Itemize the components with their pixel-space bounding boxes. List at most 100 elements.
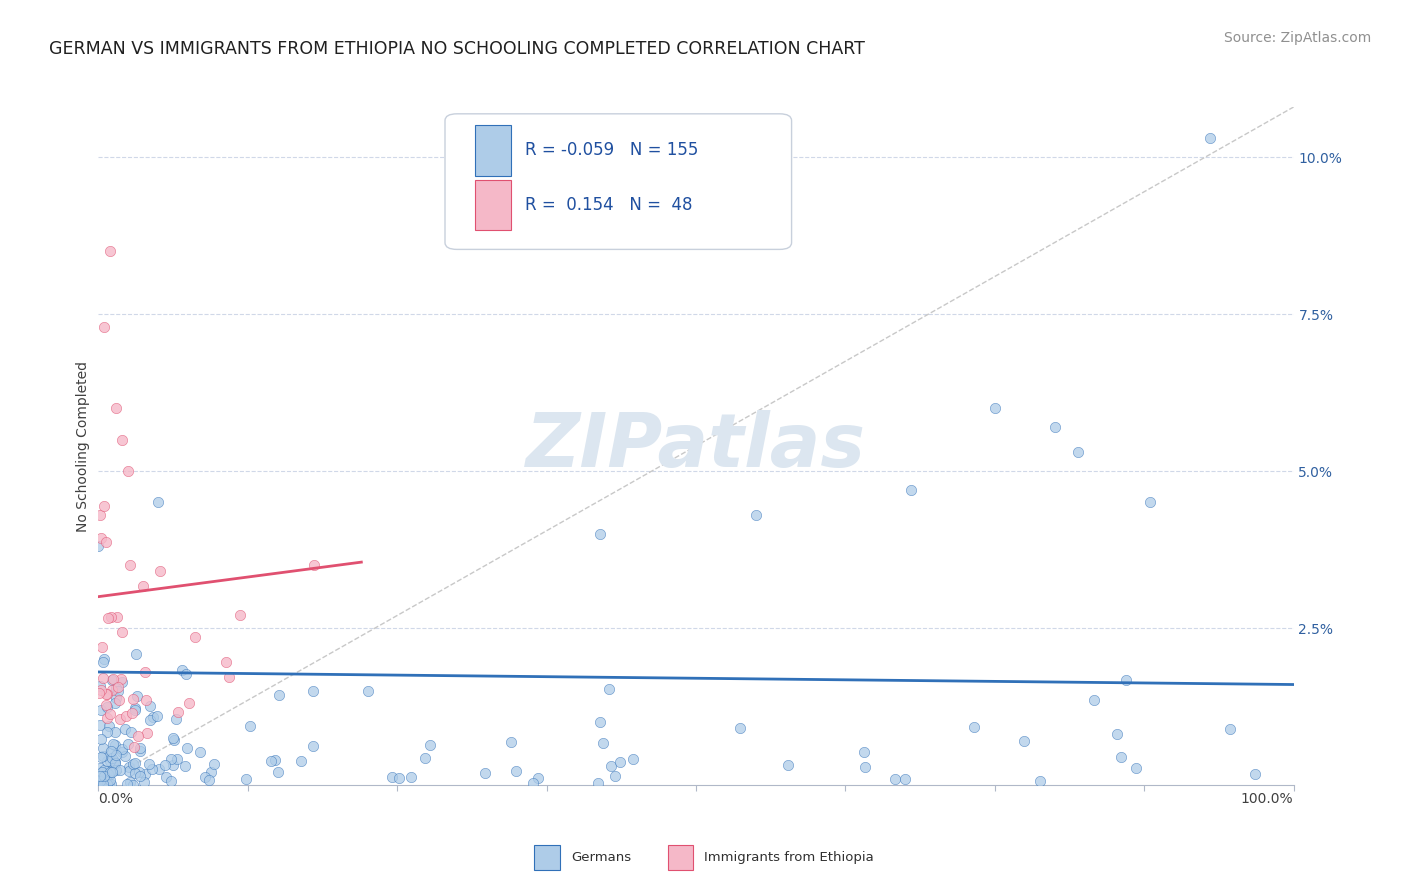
Point	[89, 769, 111, 783]
Point	[91, 749, 114, 764]
Point	[592, 736, 614, 750]
Text: R = -0.059   N = 155: R = -0.059 N = 155	[524, 141, 699, 159]
Point	[90, 750, 112, 764]
Point	[89, 773, 111, 788]
Point	[110, 672, 132, 686]
Point	[98, 764, 121, 779]
Point	[474, 765, 496, 780]
Point	[357, 683, 380, 698]
Point	[104, 756, 127, 771]
Point	[93, 656, 115, 670]
Point	[188, 745, 211, 759]
Point	[381, 770, 404, 784]
Point	[128, 764, 150, 779]
Point	[264, 753, 287, 767]
Point	[162, 733, 184, 747]
Point	[984, 401, 1007, 416]
Point	[134, 665, 156, 679]
Point	[148, 495, 170, 509]
Point	[100, 609, 122, 624]
Point	[963, 720, 986, 734]
Point	[527, 771, 550, 785]
Point	[90, 683, 112, 698]
Point	[202, 757, 225, 772]
Point	[136, 725, 159, 739]
Text: Immigrants from Ethiopia: Immigrants from Ethiopia	[704, 851, 875, 863]
Bar	[475, 179, 510, 230]
Point	[90, 765, 112, 780]
Point	[114, 749, 136, 764]
Point	[105, 764, 128, 778]
Point	[97, 611, 120, 625]
Point	[98, 773, 121, 788]
Point	[302, 739, 325, 753]
Point	[101, 751, 124, 765]
FancyBboxPatch shape	[446, 114, 792, 250]
Point	[108, 763, 131, 777]
Point	[290, 754, 312, 768]
Point	[132, 775, 155, 789]
Point	[121, 757, 143, 772]
Point	[159, 752, 181, 766]
Point	[1244, 766, 1267, 780]
Point	[139, 713, 162, 727]
Point	[142, 710, 165, 724]
Point	[114, 709, 136, 723]
Point	[149, 564, 172, 578]
Point	[172, 664, 194, 678]
Point	[1199, 131, 1222, 145]
Point	[104, 681, 127, 695]
Point	[176, 666, 198, 681]
Point	[153, 758, 176, 772]
Point	[302, 558, 325, 573]
Point	[505, 764, 527, 778]
Text: Source: ZipAtlas.com: Source: ZipAtlas.com	[1223, 31, 1371, 45]
Point	[117, 464, 139, 478]
Point	[413, 751, 436, 765]
Point	[94, 686, 117, 700]
Point	[105, 747, 128, 762]
Point	[96, 724, 118, 739]
Point	[124, 701, 146, 715]
Point	[104, 738, 127, 752]
Text: R =  0.154   N =  48: R = 0.154 N = 48	[524, 196, 693, 214]
Point	[745, 508, 768, 522]
Point	[97, 767, 120, 781]
Point	[155, 770, 177, 784]
Point	[894, 772, 917, 786]
Point	[166, 752, 188, 766]
Point	[121, 778, 143, 792]
Point	[134, 767, 156, 781]
Text: 0.0%: 0.0%	[98, 792, 134, 805]
Point	[98, 719, 121, 733]
Point	[1083, 693, 1105, 707]
Point	[122, 740, 145, 755]
Point	[120, 558, 142, 572]
Point	[108, 693, 131, 707]
Point	[776, 757, 799, 772]
Point	[239, 718, 262, 732]
Point	[853, 760, 876, 774]
Point	[111, 625, 134, 640]
Point	[93, 763, 115, 777]
Point	[96, 534, 118, 549]
Point	[148, 762, 170, 776]
Bar	[475, 125, 510, 176]
Point	[101, 737, 124, 751]
Point	[586, 776, 609, 790]
Point	[93, 652, 115, 666]
Point	[138, 757, 160, 772]
Point	[96, 777, 118, 791]
Point	[89, 774, 111, 789]
Point	[107, 683, 129, 698]
Point	[104, 755, 127, 769]
Point	[91, 671, 114, 685]
Point	[884, 772, 907, 786]
Point	[104, 696, 127, 710]
Point	[93, 769, 115, 783]
Point	[97, 768, 120, 782]
Point	[108, 712, 131, 726]
Point	[179, 696, 201, 710]
Point	[1067, 445, 1090, 459]
Point	[97, 777, 120, 791]
